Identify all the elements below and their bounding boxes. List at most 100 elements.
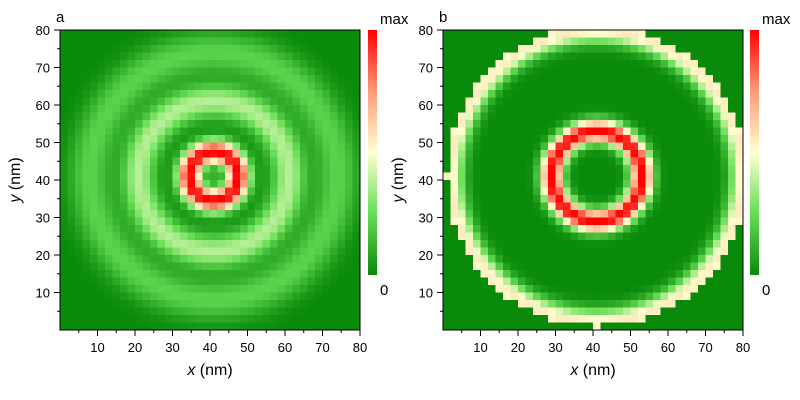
heatmap-cell [653,60,661,68]
heatmap-cell [255,232,263,241]
heatmap-cell [195,112,203,121]
heatmap-cell [330,105,338,113]
heatmap-cell [690,37,699,46]
heatmap-cell [270,67,278,76]
heatmap-cell [600,217,609,226]
heatmap-cell [105,112,113,121]
y-axis-unit: (nm) [7,157,24,194]
heatmap-cell [720,240,729,248]
heatmap-cell [315,240,323,248]
heatmap-cell [593,285,601,293]
heatmap-cell [713,135,721,143]
heatmap-cell [630,60,639,68]
heatmap-cell [548,52,556,61]
heatmap-cell [623,247,631,256]
heatmap-cell [97,75,106,83]
heatmap-cell [82,187,91,196]
heatmap-cell [653,30,661,38]
heatmap-cell [67,157,76,166]
heatmap-cell [623,135,631,143]
heatmap-cell [60,142,68,151]
heatmap-cell [315,30,323,38]
heatmap-cell [488,157,496,166]
heatmap-cell [645,300,654,308]
heatmap-cell [352,315,361,323]
heatmap-cell [345,232,353,241]
heatmap-cell [713,187,721,196]
heatmap-cell [668,30,676,38]
heatmap-cell [82,247,91,256]
heatmap-cell [67,225,76,233]
heatmap-cell [578,307,586,316]
heatmap-cell [533,262,541,271]
heatmap-cell [67,52,76,61]
heatmap-cell [337,180,346,188]
x-tick-label: 10 [90,340,104,355]
heatmap-cell [660,75,669,83]
heatmap-cell [608,157,616,166]
heatmap-cell [330,82,338,91]
heatmap-cell [292,165,301,173]
heatmap-cell [240,180,248,188]
heatmap-cell [210,150,218,158]
heatmap-cell [465,247,474,256]
heatmap-cell [337,75,346,83]
heatmap-cell [82,262,91,271]
heatmap-cell [540,157,549,166]
heatmap-cell [728,150,736,158]
heatmap-cell [67,142,76,151]
heatmap-cell [150,127,158,136]
heatmap-cell [97,172,106,181]
heatmap-cell [570,315,579,323]
y-tick-label: 20 [36,248,50,263]
heatmap-cell [593,120,601,128]
heatmap-cell [187,195,196,203]
heatmap-cell [270,210,278,218]
heatmap-cell [675,232,684,241]
heatmap-cell [292,247,301,256]
heatmap-cell [292,187,301,196]
heatmap-cell [690,127,699,136]
heatmap-cell [465,37,474,46]
heatmap-cell [172,307,181,316]
heatmap-cell [307,112,316,121]
heatmap-cell [217,67,226,76]
heatmap-cell [195,202,203,211]
heatmap-cell [232,105,241,113]
heatmap-cell [180,225,188,233]
heatmap-cell [127,255,136,263]
heatmap-cell [82,157,91,166]
heatmap-cell [195,142,203,151]
heatmap-cell [660,247,669,256]
heatmap-cell [330,255,338,263]
heatmap-cell [142,232,151,241]
heatmap-cell [450,210,459,218]
heatmap-cell [660,135,669,143]
heatmap-cell [488,187,496,196]
heatmap-cell [630,90,639,98]
heatmap-cell [593,292,601,301]
heatmap-cell [473,300,481,308]
heatmap-cell [600,180,609,188]
heatmap-cell [217,232,226,241]
heatmap-cell [82,45,91,53]
heatmap-cell [322,37,331,46]
heatmap-cell [503,97,511,106]
heatmap-cell [240,232,248,241]
heatmap-cell [720,75,729,83]
heatmap-cell [698,157,706,166]
heatmap-cell [578,112,586,121]
heatmap-cell [615,135,624,143]
heatmap-cell [255,322,263,331]
heatmap-cell [247,97,256,106]
heatmap-cell [668,315,676,323]
heatmap-cell [142,187,151,196]
heatmap-cell [653,217,661,226]
heatmap-cell [675,97,684,106]
heatmap-cell [300,315,308,323]
heatmap-cell [473,315,481,323]
heatmap-cell [698,322,706,331]
heatmap-cell [142,292,151,301]
heatmap-cell [473,255,481,263]
heatmap-cell [90,217,98,226]
